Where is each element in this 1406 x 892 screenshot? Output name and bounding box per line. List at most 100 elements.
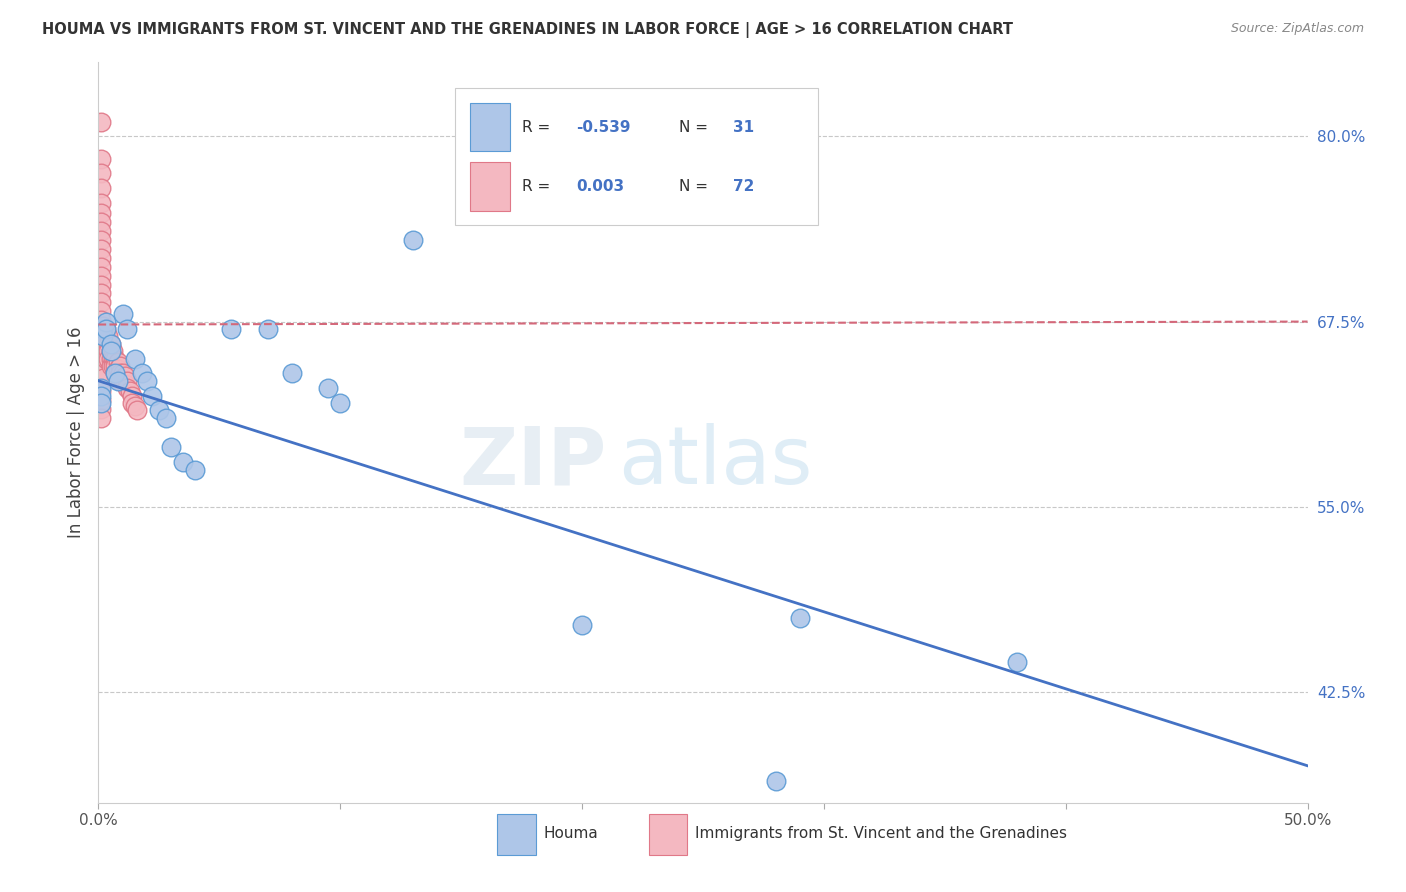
Point	[90, 388, 112, 402]
Point	[97, 336, 120, 351]
Point	[100, 336, 122, 351]
Point	[104, 367, 127, 381]
Point	[135, 374, 157, 388]
Text: atlas: atlas	[619, 423, 813, 501]
Point	[97, 351, 120, 366]
Point	[184, 462, 207, 476]
Point	[121, 396, 143, 410]
Text: N =: N =	[679, 120, 713, 135]
Point	[108, 374, 131, 388]
Point	[91, 363, 114, 377]
Text: 31: 31	[734, 120, 755, 135]
Text: N =: N =	[679, 179, 713, 194]
Point	[141, 388, 163, 402]
Point	[111, 307, 134, 321]
Point	[90, 268, 112, 283]
Point	[90, 242, 112, 256]
Point	[101, 351, 124, 366]
Point	[329, 396, 352, 410]
Point	[94, 329, 117, 343]
Point	[107, 374, 129, 388]
FancyBboxPatch shape	[456, 88, 818, 226]
Point	[571, 618, 593, 632]
Point	[97, 329, 120, 343]
Point	[91, 334, 114, 348]
Point	[104, 351, 127, 366]
Point	[90, 181, 112, 195]
Point	[124, 351, 146, 366]
Point	[100, 344, 122, 359]
Point	[90, 233, 112, 247]
Text: R =: R =	[522, 179, 555, 194]
Point	[108, 367, 131, 381]
Point	[160, 441, 183, 455]
Text: Source: ZipAtlas.com: Source: ZipAtlas.com	[1230, 22, 1364, 36]
Point	[90, 114, 112, 128]
Point	[117, 374, 139, 388]
Text: 0.003: 0.003	[576, 179, 624, 194]
Bar	[470, 103, 509, 152]
Point	[90, 304, 112, 318]
Point	[91, 329, 114, 343]
Point	[789, 610, 811, 624]
Point	[114, 369, 136, 384]
Point	[90, 384, 112, 399]
Point	[256, 322, 278, 336]
Point	[91, 318, 114, 333]
Point	[1007, 655, 1029, 669]
Point	[100, 351, 122, 366]
Point	[402, 233, 425, 247]
Text: Houma: Houma	[543, 826, 598, 841]
Bar	[498, 814, 536, 855]
Point	[90, 340, 112, 354]
Point	[101, 344, 124, 359]
Point	[90, 295, 112, 310]
Point	[90, 313, 112, 327]
Point	[107, 362, 129, 376]
Point	[90, 381, 112, 395]
Point	[90, 401, 112, 416]
Point	[90, 215, 112, 229]
Text: 72: 72	[734, 179, 755, 194]
Point	[90, 196, 112, 211]
Text: HOUMA VS IMMIGRANTS FROM ST. VINCENT AND THE GRENADINES IN LABOR FORCE | AGE > 1: HOUMA VS IMMIGRANTS FROM ST. VINCENT AND…	[42, 22, 1014, 38]
Text: -0.539: -0.539	[576, 120, 630, 135]
Point	[281, 367, 304, 381]
Point	[101, 359, 124, 373]
Text: Immigrants from St. Vincent and the Grenadines: Immigrants from St. Vincent and the Gren…	[695, 826, 1067, 841]
Point	[90, 358, 112, 372]
Point	[90, 206, 112, 220]
Point	[90, 286, 112, 301]
Point	[90, 392, 112, 407]
Point	[765, 773, 787, 788]
Bar	[470, 162, 509, 211]
Point	[90, 331, 112, 345]
Point	[94, 322, 117, 336]
Point	[97, 344, 120, 359]
Point	[104, 359, 127, 373]
Point	[91, 349, 114, 363]
Point	[90, 349, 112, 363]
Point	[100, 344, 122, 359]
Point	[94, 344, 117, 359]
Point	[90, 410, 112, 425]
Point	[104, 367, 127, 381]
Point	[155, 410, 177, 425]
Point	[114, 376, 136, 391]
Y-axis label: In Labor Force | Age > 16: In Labor Force | Age > 16	[66, 326, 84, 539]
Point	[221, 322, 243, 336]
Point	[90, 251, 112, 265]
Point	[111, 374, 134, 388]
Point	[90, 277, 112, 292]
Point	[124, 399, 146, 413]
Point	[131, 367, 153, 381]
Point	[91, 356, 114, 370]
Point	[90, 260, 112, 274]
Text: R =: R =	[522, 120, 555, 135]
Point	[90, 322, 112, 336]
Point	[111, 367, 134, 381]
Point	[117, 322, 139, 336]
Point	[117, 381, 139, 395]
Point	[94, 336, 117, 351]
Point	[107, 354, 129, 368]
